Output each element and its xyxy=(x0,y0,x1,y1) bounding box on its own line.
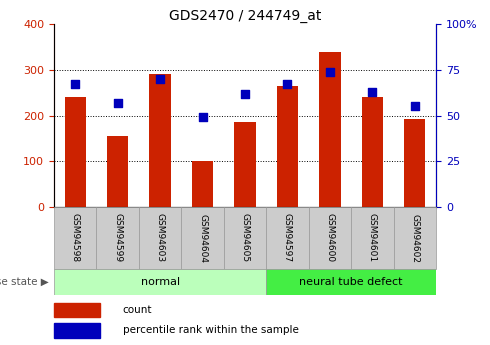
Text: GSM94605: GSM94605 xyxy=(241,214,249,263)
Point xyxy=(71,82,79,87)
Bar xyxy=(107,136,128,207)
Bar xyxy=(393,207,436,269)
Text: GSM94599: GSM94599 xyxy=(113,214,122,263)
Point xyxy=(241,91,249,96)
Text: GSM94602: GSM94602 xyxy=(410,214,419,263)
Bar xyxy=(309,207,351,269)
Bar xyxy=(362,97,383,207)
Text: GSM94601: GSM94601 xyxy=(368,214,377,263)
Text: percentile rank within the sample: percentile rank within the sample xyxy=(122,325,298,335)
Text: GSM94604: GSM94604 xyxy=(198,214,207,263)
Text: neural tube defect: neural tube defect xyxy=(299,277,403,287)
Point xyxy=(198,115,206,120)
Bar xyxy=(149,73,171,207)
Bar xyxy=(54,207,97,269)
Bar xyxy=(277,86,298,207)
Point xyxy=(411,104,419,109)
Bar xyxy=(54,323,100,338)
Point xyxy=(284,82,292,87)
Text: GSM94598: GSM94598 xyxy=(71,214,80,263)
Bar xyxy=(266,207,309,269)
Title: GDS2470 / 244749_at: GDS2470 / 244749_at xyxy=(169,9,321,23)
Bar xyxy=(181,207,224,269)
Bar xyxy=(234,122,256,207)
Bar xyxy=(65,97,86,207)
Bar xyxy=(404,119,425,207)
Bar xyxy=(192,161,213,207)
Text: disease state ▶: disease state ▶ xyxy=(0,277,49,287)
Point xyxy=(326,69,334,75)
Bar xyxy=(54,269,266,295)
Bar xyxy=(54,303,100,317)
Bar xyxy=(224,207,266,269)
Text: GSM94597: GSM94597 xyxy=(283,214,292,263)
Point xyxy=(114,100,122,106)
Point xyxy=(368,89,376,95)
Text: GSM94603: GSM94603 xyxy=(155,214,165,263)
Bar xyxy=(351,207,393,269)
Point xyxy=(156,76,164,82)
Text: count: count xyxy=(122,305,152,315)
Text: normal: normal xyxy=(141,277,180,287)
Text: GSM94600: GSM94600 xyxy=(325,214,335,263)
Bar xyxy=(266,269,436,295)
Bar xyxy=(139,207,181,269)
Bar xyxy=(319,52,341,207)
Bar xyxy=(97,207,139,269)
